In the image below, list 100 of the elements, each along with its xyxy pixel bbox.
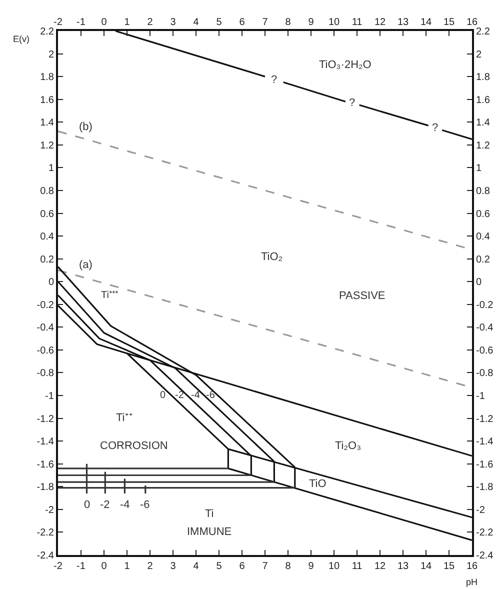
y-tick-label: 0.2: [40, 254, 54, 266]
y2-tick-label: 1.2: [476, 140, 490, 152]
x2-tick-label: 7: [262, 561, 268, 572]
y2-tick-label: -1.2: [476, 414, 494, 425]
y2-tick-label: 1.4: [476, 118, 490, 129]
y2-tick-label: 0.4: [476, 232, 490, 243]
y2-tick-label: -1.4: [476, 436, 494, 448]
annotation: 0: [160, 390, 166, 401]
y-tick-label: -1.6: [36, 459, 54, 470]
annotation: (b): [79, 121, 92, 133]
x2-tick-label: 8: [285, 561, 292, 572]
annotation: -4: [120, 499, 130, 511]
y2-tick-label: -0.4: [476, 322, 494, 334]
y-tick-label: -2.2: [36, 528, 54, 539]
y2-tick-label: 0.6: [476, 208, 490, 220]
y-tick-label: -1: [45, 391, 54, 402]
y2-tick-label: -2.2: [476, 528, 494, 539]
annotation: TiO: [309, 478, 327, 490]
x-tick-label: 10: [328, 17, 340, 28]
y2-tick-label: 1: [476, 163, 482, 174]
y-tick-label: 0.6: [40, 208, 54, 220]
annotation: (a): [79, 259, 92, 271]
x-tick-label: 1: [124, 17, 130, 28]
annotation: PASSIVE: [339, 290, 386, 302]
y-tick-label: -1.4: [36, 436, 54, 448]
y-tick-label: -2: [45, 504, 54, 516]
annotation: ?: [349, 97, 356, 109]
y2-tick-label: 0: [476, 277, 482, 288]
x-axis-title: pH: [466, 577, 478, 587]
y2-tick-label: -1.8: [476, 482, 494, 494]
y-tick-label: -0.4: [36, 322, 54, 334]
annotation: TiO₂: [261, 251, 283, 263]
annotation: ?: [432, 122, 438, 134]
x-tick-label: 8: [285, 17, 292, 28]
y2-tick-label: -2: [476, 504, 486, 516]
x-tick-label: 11: [352, 17, 363, 28]
x2-tick-label: 2: [147, 561, 154, 572]
annotation: -2: [100, 499, 110, 511]
y-tick-label: -0.8: [36, 368, 54, 380]
x2-tick-label: 4: [193, 561, 200, 572]
x2-tick-label: 9: [308, 561, 314, 572]
x2-tick-label: 3: [170, 561, 176, 572]
annotation: IMMUNE: [187, 526, 232, 538]
y2-tick-label: 1.8: [476, 72, 490, 84]
x-tick-label: 6: [239, 17, 246, 28]
y-tick-label: 0.4: [40, 232, 54, 243]
annotation: Ti: [205, 508, 214, 520]
y2-tick-label: -0.2: [476, 300, 494, 311]
x-tick-label: 14: [420, 17, 432, 28]
x2-tick-label: 12: [374, 561, 386, 572]
y-tick-label: 1.8: [40, 72, 54, 84]
x-tick-label: 15: [443, 17, 455, 28]
annotation: -2: [175, 390, 184, 401]
x-tick-label: 2: [147, 17, 154, 28]
y-tick-label: 1: [48, 163, 54, 174]
y-tick-label: -1.2: [36, 414, 54, 425]
x-tick-label: 5: [216, 17, 222, 28]
y2-tick-label: 0.2: [476, 254, 490, 266]
x2-tick-label: 5: [216, 561, 222, 572]
y-tick-label: 0: [48, 277, 54, 288]
x-tick-label: 4: [193, 17, 200, 28]
x2-tick-label: -1: [76, 561, 86, 572]
x-tick-label: -1: [76, 17, 86, 28]
y2-tick-label: -1.6: [476, 459, 494, 470]
annotation: Ti⁺⁺⁺: [101, 290, 119, 301]
y2-tick-label: -0.8: [476, 368, 494, 380]
y-tick-label: -2.4: [36, 550, 54, 562]
x-tick-label: 16: [466, 17, 478, 28]
x2-tick-label: 11: [352, 561, 363, 572]
annotation: TiO₃·2H₂O: [319, 59, 372, 71]
x-tick-label: 7: [262, 17, 268, 28]
x2-tick-label: 14: [420, 561, 432, 572]
y-tick-label: 0.8: [40, 186, 54, 197]
annotation: Ti⁺⁺: [116, 412, 133, 424]
y-tick-label: 1.6: [40, 94, 54, 106]
annotation: 0: [84, 499, 90, 511]
x-tick-label: 9: [308, 17, 314, 28]
annotation: -6: [206, 390, 216, 401]
x2-tick-label: 16: [466, 561, 478, 572]
annotation: CORROSION: [100, 440, 168, 452]
y-tick-label: -0.6: [36, 345, 54, 356]
x2-tick-label: 13: [397, 561, 409, 572]
y-tick-label: 2.2: [40, 26, 54, 38]
y2-tick-label: 0.8: [476, 186, 490, 197]
x2-tick-label: 15: [443, 561, 455, 572]
annotation: -6: [140, 499, 150, 511]
y2-tick-label: -1: [476, 391, 486, 402]
y2-tick-label: -0.6: [476, 345, 494, 356]
y-tick-label: -0.2: [36, 300, 54, 311]
y-tick-label: 1.2: [40, 140, 54, 152]
x2-tick-label: 10: [328, 561, 340, 572]
annotation: ?: [271, 74, 278, 86]
x-tick-label: 3: [170, 17, 176, 28]
x2-tick-label: 0: [101, 561, 108, 572]
y-tick-label: 2: [48, 49, 54, 60]
y2-tick-label: 2: [476, 49, 482, 60]
y2-tick-label: 1.6: [476, 94, 490, 106]
annotation: Ti₂O₃: [335, 440, 362, 452]
x-tick-label: 0: [101, 17, 108, 28]
x-tick-label: 12: [374, 17, 386, 28]
